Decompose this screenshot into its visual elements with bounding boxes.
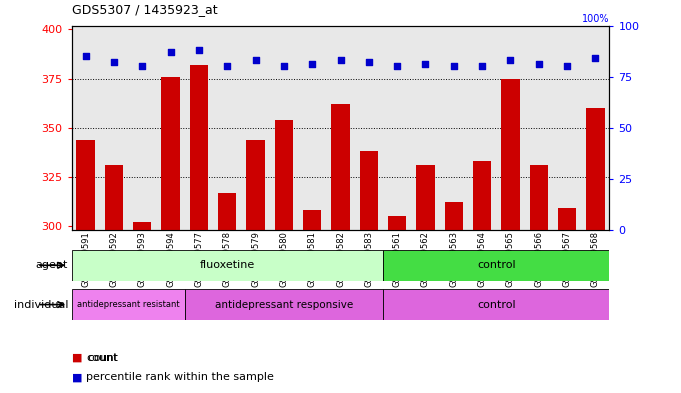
Bar [445, 202, 463, 230]
Bar [383, 250, 609, 281]
Point [364, 59, 375, 66]
Bar [303, 210, 321, 230]
Bar [416, 165, 434, 230]
Bar [558, 208, 576, 230]
Text: count: count [86, 353, 118, 363]
Point [306, 61, 317, 68]
Point [108, 59, 119, 66]
Bar [360, 151, 378, 230]
Bar [501, 79, 520, 230]
Text: antidepressant resistant: antidepressant resistant [77, 300, 180, 309]
Point [165, 49, 176, 55]
Bar [586, 108, 605, 230]
Bar [331, 104, 350, 230]
Text: antidepressant responsive: antidepressant responsive [215, 299, 353, 310]
Point [562, 63, 573, 70]
Bar [190, 65, 208, 230]
Bar [105, 165, 123, 230]
Text: percentile rank within the sample: percentile rank within the sample [86, 372, 274, 382]
Point [193, 47, 204, 53]
Bar [218, 193, 236, 230]
Text: ■: ■ [72, 372, 82, 382]
Point [392, 63, 402, 70]
Bar [72, 250, 383, 281]
Text: 100%: 100% [582, 13, 609, 24]
Point [250, 57, 261, 63]
Text: control: control [477, 260, 516, 270]
Point [80, 53, 91, 59]
Text: ■  count: ■ count [72, 353, 117, 363]
Text: individual: individual [14, 299, 68, 310]
Point [477, 63, 488, 70]
Bar [383, 289, 609, 320]
Point [222, 63, 233, 70]
Point [590, 55, 601, 61]
Point [279, 63, 289, 70]
Point [448, 63, 459, 70]
Point [505, 57, 516, 63]
Point [137, 63, 148, 70]
Bar [161, 77, 180, 230]
Bar [133, 222, 151, 230]
Point [335, 57, 346, 63]
Point [420, 61, 431, 68]
Text: ■: ■ [72, 353, 82, 363]
Bar [473, 161, 491, 230]
Bar [274, 120, 293, 230]
Point [533, 61, 544, 68]
Bar [247, 140, 265, 230]
Text: control: control [477, 299, 516, 310]
Text: GDS5307 / 1435923_at: GDS5307 / 1435923_at [72, 3, 217, 16]
Text: fluoxetine: fluoxetine [200, 260, 255, 270]
Bar [185, 289, 383, 320]
Bar [72, 289, 185, 320]
Text: agent: agent [35, 260, 68, 270]
Bar [530, 165, 548, 230]
Bar [76, 140, 95, 230]
Bar [388, 216, 407, 230]
